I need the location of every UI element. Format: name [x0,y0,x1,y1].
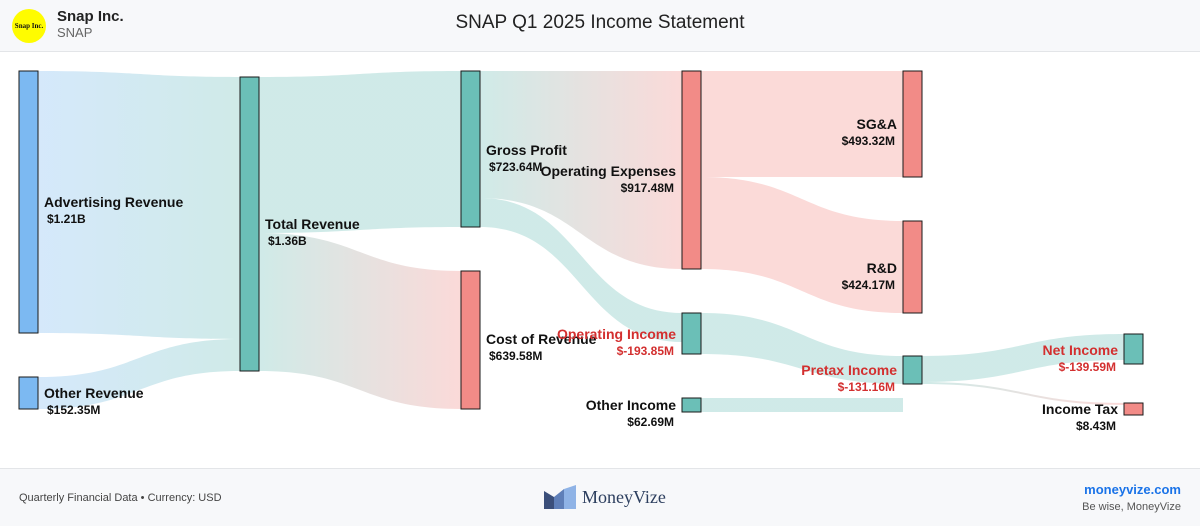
node-value-total-revenue: $1.36B [268,234,307,248]
node-value-other-revenue: $152.35M [47,403,100,417]
moneyvize-logo-icon [544,485,576,509]
link-other-income-to-pretax-income [701,398,903,412]
node-value-sga: $493.32M [842,134,895,148]
sankey-links [38,71,1124,412]
node-advertising-revenue [18,70,39,334]
node-value-gross-profit: $723.64M [489,160,542,174]
node-operating-expenses [681,70,702,270]
node-operating-income [681,312,702,355]
sankey-chart: Advertising Revenue $1.21B Other Revenue $1… [18,70,1144,433]
header: Snap Inc. Snap Inc. SNAP SNAP Q1 2025 In… [0,0,1200,52]
node-label-income-tax: Income Tax [1042,401,1118,417]
node-value-pretax-income: $-131.16M [838,380,895,394]
site-link[interactable]: moneyvize.com [1084,482,1181,497]
node-value-cost-of-revenue: $639.58M [489,349,542,363]
node-label-operating-expenses: Operating Expenses [541,163,677,179]
brand-logo[interactable]: MoneyVize [544,485,666,509]
footer: Quarterly Financial Data • Currency: USD… [0,468,1200,526]
node-label-net-income: Net Income [1043,342,1119,358]
node-value-net-income: $-139.59M [1059,360,1116,374]
link-total-revenue-to-gross-profit [259,71,461,233]
node-label-cost-of-revenue: Cost of Revenue [486,331,597,347]
link-gross-profit-to-operating-expenses [480,71,682,269]
node-label-other-revenue: Other Revenue [44,385,144,401]
company-name: Snap Inc. [57,8,124,25]
node-value-advertising-revenue: $1.21B [47,212,86,226]
link-operating-expenses-to-rnd [701,177,903,313]
node-sga [902,70,923,178]
company-logo-text: Snap Inc. [14,22,44,30]
link-total-revenue-to-cost-of-revenue [259,233,461,409]
ticker-symbol: SNAP [57,25,93,40]
node-label-rnd: R&D [867,260,897,276]
node-other-revenue [18,376,39,410]
node-value-rnd: $424.17M [842,278,895,292]
node-pretax-income [902,355,923,385]
node-label-sga: SG&A [857,116,897,132]
node-total-revenue [239,76,260,372]
tagline: Be wise, MoneyVize [1082,501,1181,513]
link-other-revenue-to-total-revenue [38,339,240,409]
node-label-pretax-income: Pretax Income [801,362,897,378]
node-label-other-income: Other Income [586,397,676,413]
node-income-tax [1123,402,1144,416]
link-operating-expenses-to-sga [701,71,903,177]
node-value-income-tax: $8.43M [1076,419,1116,433]
link-gross-profit-to-operating-income [480,198,682,342]
link-advertising-revenue-to-total-revenue [38,71,240,339]
node-value-operating-income: $-193.85M [617,344,674,358]
footer-note: Quarterly Financial Data • Currency: USD [19,492,222,504]
sankey-nodes [18,70,1144,416]
node-other-income [681,397,702,413]
company-logo: Snap Inc. [12,9,46,43]
node-label-advertising-revenue: Advertising Revenue [44,194,183,210]
node-cost-of-revenue [460,270,481,410]
sankey-labels: Advertising Revenue $1.21B Other Revenue $1… [44,116,1118,433]
node-rnd [902,220,923,314]
link-operating-income-to-pretax-income [701,313,903,384]
brand-name: MoneyVize [582,486,666,507]
node-label-operating-income: Operating Income [557,326,676,342]
node-label-total-revenue: Total Revenue [265,216,360,232]
node-value-other-income: $62.69M [627,415,674,429]
link-pretax-income-to-net-income [922,334,1124,382]
node-value-operating-expenses: $917.48M [621,181,674,195]
node-label-gross-profit: Gross Profit [486,142,567,158]
node-gross-profit [460,70,481,228]
node-net-income [1123,333,1144,365]
chart-title: SNAP Q1 2025 Income Statement [455,12,745,33]
link-pretax-income-to-income-tax [922,382,1124,405]
